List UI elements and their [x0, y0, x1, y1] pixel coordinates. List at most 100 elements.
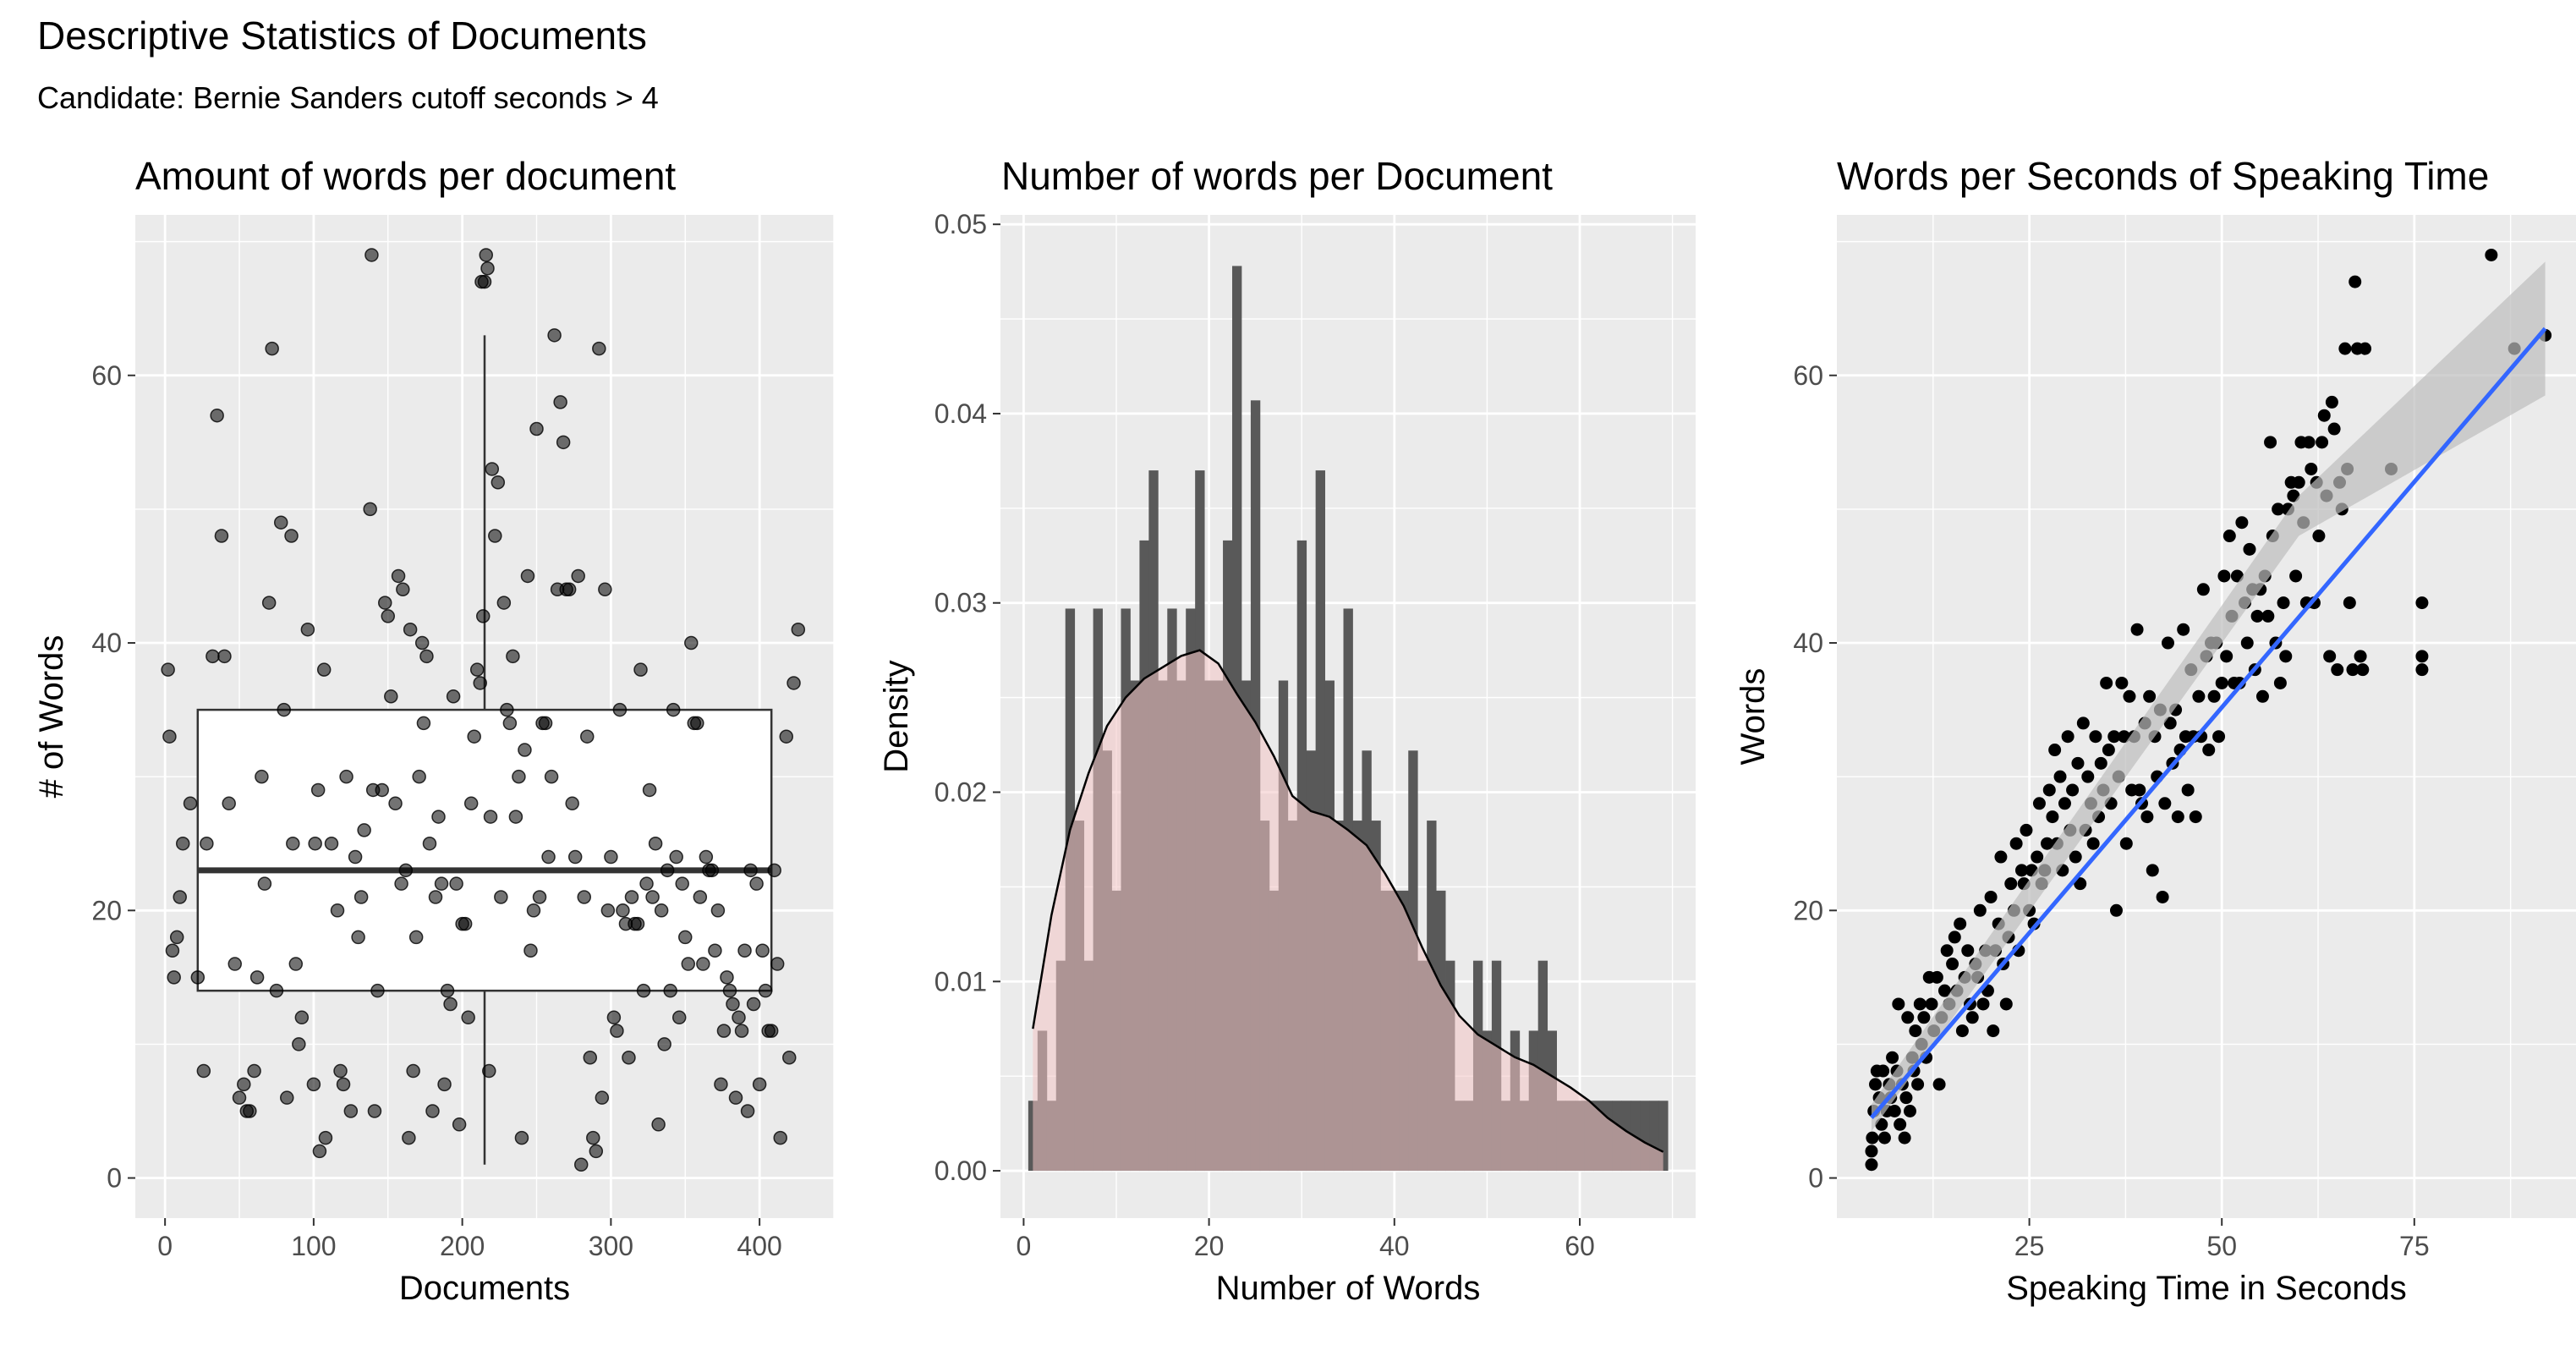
scatter-point: [2076, 716, 2090, 730]
scatter-point: [2004, 877, 2018, 891]
scatter-point: [2349, 275, 2362, 288]
jitter-point: [473, 676, 487, 690]
jitter-point: [479, 248, 494, 262]
scatter-point: [2327, 422, 2341, 436]
scatter-point: [2069, 850, 2082, 864]
jitter-point: [206, 649, 220, 664]
figure-subtitle: Candidate: Bernie Sanders cutoff seconds…: [37, 80, 659, 115]
jitter-point: [196, 1063, 211, 1079]
jitter-point: [600, 903, 616, 918]
jitter-point: [458, 916, 473, 931]
jitter-point: [461, 1010, 475, 1025]
x-tick-label: 100: [291, 1231, 336, 1261]
jitter-point: [485, 462, 500, 476]
x-tick-label: 200: [440, 1231, 485, 1261]
jitter-point: [770, 957, 785, 971]
scatter-point: [2235, 516, 2249, 530]
jitter-point: [312, 1144, 327, 1159]
x-tick-label: 400: [737, 1231, 781, 1261]
histogram-bar: [1640, 1101, 1650, 1172]
jitter-point: [732, 1010, 746, 1025]
scatter-point: [2317, 409, 2331, 422]
jitter-point: [273, 515, 288, 530]
scatter-point: [1925, 997, 1938, 1011]
jitter-point: [381, 609, 396, 623]
jitter-point: [699, 849, 714, 865]
jitter-point: [506, 649, 520, 664]
scatter-point: [1948, 931, 1961, 944]
scatter-point: [2359, 342, 2372, 355]
scatter-point: [1877, 1064, 1890, 1078]
jitter-point: [269, 983, 284, 998]
jitter-point: [394, 876, 408, 891]
boxplot-title: Amount of words per document: [135, 154, 676, 198]
jitter-point: [384, 689, 398, 704]
jitter-point: [767, 863, 781, 878]
jitter-point: [161, 662, 175, 677]
jitter-point: [612, 702, 628, 717]
jitter-point: [500, 702, 514, 717]
jitter-point: [520, 568, 535, 584]
scatter-point: [1932, 1078, 1946, 1091]
scatter-point: [1886, 1051, 1899, 1064]
histogram-title: Number of words per Document: [1001, 154, 1553, 198]
jitter-point: [690, 716, 704, 731]
jitter-point: [419, 649, 434, 664]
x-tick-label: 300: [589, 1231, 633, 1261]
jitter-point: [589, 1144, 604, 1159]
jitter-point: [165, 943, 180, 958]
histogram-panel: Number of words per Document 0 20 40 60 0.00…: [878, 154, 1696, 1307]
scatter-point: [1940, 944, 1954, 958]
y-tick-label: 60: [91, 360, 122, 391]
jitter-point: [704, 863, 720, 878]
scatter-point: [2250, 609, 2264, 623]
scatter-point: [2415, 663, 2429, 677]
jitter-point: [606, 1010, 622, 1025]
jitter-point: [408, 930, 424, 945]
jitter-point: [261, 596, 277, 610]
scatter-point: [2009, 837, 2023, 850]
jitter-point: [348, 849, 363, 865]
scatter-point: [2031, 850, 2044, 864]
jitter-point: [779, 729, 794, 744]
y-axis-title: Words: [1735, 668, 1772, 766]
scatter-point: [2217, 569, 2231, 583]
jitter-point: [446, 689, 461, 704]
scatter-point: [2356, 663, 2370, 677]
scatter-point: [2156, 890, 2169, 903]
jitter-point: [449, 876, 463, 891]
scatter-point: [1894, 1117, 1907, 1131]
scatter-point: [2133, 783, 2146, 797]
jitter-point: [437, 1077, 452, 1092]
scatter-point: [2115, 676, 2129, 689]
scatter-point: [1954, 917, 1967, 931]
y-axis-title: Density: [878, 660, 915, 772]
jitter-point: [333, 1063, 348, 1079]
jitter-point: [237, 1077, 251, 1092]
confidence-ribbon: [1871, 261, 2546, 1132]
scatter-point: [2109, 903, 2123, 917]
scatter-point: [1903, 1104, 1916, 1117]
jitter-point: [514, 1130, 529, 1145]
scatter-point: [1987, 1024, 2000, 1038]
jitter-point: [523, 943, 538, 958]
y-tick-label: 40: [1793, 628, 1823, 658]
jitter-point: [562, 582, 577, 597]
y-tick-label: 0.03: [934, 588, 987, 618]
jitter-point: [200, 836, 214, 851]
jitter-point: [402, 1130, 416, 1145]
scatter-point: [1899, 1091, 1913, 1105]
jitter-point: [657, 1037, 671, 1051]
jitter-point: [434, 876, 449, 891]
x-tick-label: 0: [157, 1231, 173, 1261]
jitter-point: [343, 1104, 359, 1118]
jitter-point: [222, 796, 236, 811]
scatter-point: [2264, 436, 2277, 449]
scatter-point: [2207, 689, 2221, 703]
x-tick-label: 50: [2206, 1231, 2237, 1261]
jitter-point: [642, 782, 657, 798]
density-line: [1032, 649, 1664, 1153]
jitter-point: [288, 957, 304, 971]
scatter-point: [1994, 850, 2008, 864]
jitter-point: [547, 328, 562, 343]
